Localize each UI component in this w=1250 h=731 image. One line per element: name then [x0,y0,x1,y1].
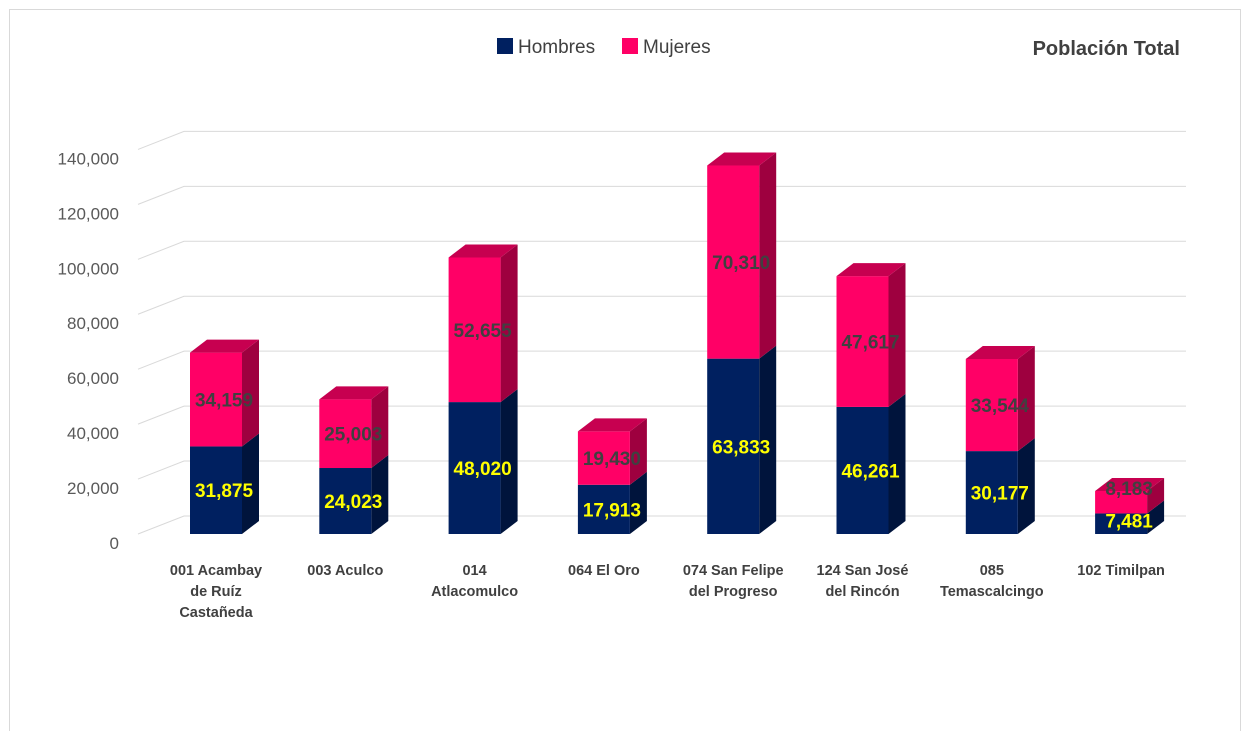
bar-hombres [448,402,501,534]
legend: Hombres Mujeres [497,37,711,58]
x-axis: 001 Acambay de Ruíz Castañeda 003 Aculco 014… [170,563,1165,621]
bar-hombres [965,451,1018,534]
data-label-hombres: 46,261 [841,461,900,482]
data-label-mujeres: 25,003 [324,425,382,446]
y-tick-label: 140,000 [58,149,119,168]
y-axis: 0 20,000 40,000 60,000 80,000 100,000 120,000 1… [58,149,119,553]
bar-side-hombres [888,393,906,534]
bar-mujeres [1095,490,1148,514]
chart-title: Población Total [1033,38,1180,60]
bar-side-hombres [629,471,647,534]
bar-side-hombres [371,455,389,534]
data-label-hombres: 63,833 [712,437,770,458]
bar-top-mujeres [319,386,389,400]
bar-top-mujeres [577,418,647,432]
x-tick-label: 014 Atlacomulco [431,563,518,600]
legend-label-mujeres: Mujeres [643,37,711,58]
bar-side-mujeres [629,418,647,485]
gridline [137,185,1186,205]
bar-mujeres [965,358,1018,452]
gridline [137,240,1186,260]
data-label-hombres: 7,481 [1105,511,1153,532]
data-label-mujeres: 52,655 [454,321,513,342]
bar-side-hombres [1017,438,1035,534]
bar-top-mujeres [1095,477,1165,491]
gridline [137,295,1186,315]
bar-side-mujeres [371,386,389,469]
bar-side-mujeres [242,339,259,447]
data-label-hombres: 31,875 [195,481,254,502]
bar-hombres [836,406,889,534]
bar-side-mujeres [759,152,777,359]
bar-mujeres [448,257,501,403]
bar-side-hombres [759,345,777,534]
bar-hombres [707,358,760,534]
data-labels: 31,875 34,159 24,023 25,003 48,020 52,655 17,9… [195,253,1153,532]
bar-top-mujeres [448,244,518,258]
bar-side-mujeres [888,263,906,407]
gridlines [137,130,1186,535]
y-tick-label: 0 [110,534,119,553]
data-label-hombres: 17,913 [583,500,641,521]
y-tick-label: 100,000 [58,259,119,278]
bar-side-mujeres [1147,477,1165,514]
x-tick-label: 003 Aculco [307,563,383,579]
bar-top-mujeres [965,345,1035,359]
data-label-hombres: 24,023 [324,492,382,513]
x-tick-label: 102 Timilpan [1077,563,1165,579]
legend-swatch-hombres [497,38,513,54]
bar-hombres [577,484,630,534]
x-tick-label: 001 Acambay de Ruíz Castañeda [170,563,262,621]
data-label-mujeres: 47,617 [841,333,899,354]
bar-mujeres [190,352,242,447]
y-tick-label: 20,000 [67,479,119,498]
data-label-mujeres: 19,430 [583,449,641,470]
bar-hombres [190,446,242,534]
bar-mujeres [577,431,630,485]
y-tick-label: 40,000 [67,424,119,443]
bar-top-mujeres [707,152,777,166]
data-label-mujeres: 34,159 [195,391,253,412]
x-tick-label: 064 El Oro [568,563,640,579]
data-label-mujeres: 8,183 [1105,479,1153,500]
data-label-mujeres: 70,310 [712,253,770,274]
bar-side-hombres [500,389,518,534]
bar-side-hombres [1147,500,1165,534]
y-tick-label: 60,000 [67,369,119,388]
x-tick-label: 074 San Felipe del Progreso [683,563,784,600]
bar-top-mujeres [836,263,906,277]
bar-side-mujeres [1017,345,1035,452]
data-label-mujeres: 33,544 [971,396,1030,417]
legend-swatch-mujeres [622,38,638,54]
x-tick-label: 085 Temascalcingo [940,563,1044,600]
bar-top-mujeres [190,339,259,353]
bar-mujeres [836,276,889,407]
bar-hombres [1095,513,1148,534]
data-label-hombres: 48,020 [454,459,512,480]
gridline [137,130,1186,150]
bar-hombres [319,468,372,534]
y-tick-label: 80,000 [67,314,119,333]
data-label-hombres: 30,177 [971,484,1029,505]
bars [190,152,1165,534]
chart-frame [9,9,1241,731]
y-tick-label: 120,000 [58,204,119,223]
bar-side-hombres [242,433,259,534]
legend-label-hombres: Hombres [518,37,595,58]
bar-mujeres [319,399,372,469]
bar-mujeres [707,165,760,359]
bar-side-mujeres [500,244,518,403]
x-tick-label: 124 San José del Rincón [817,563,909,600]
